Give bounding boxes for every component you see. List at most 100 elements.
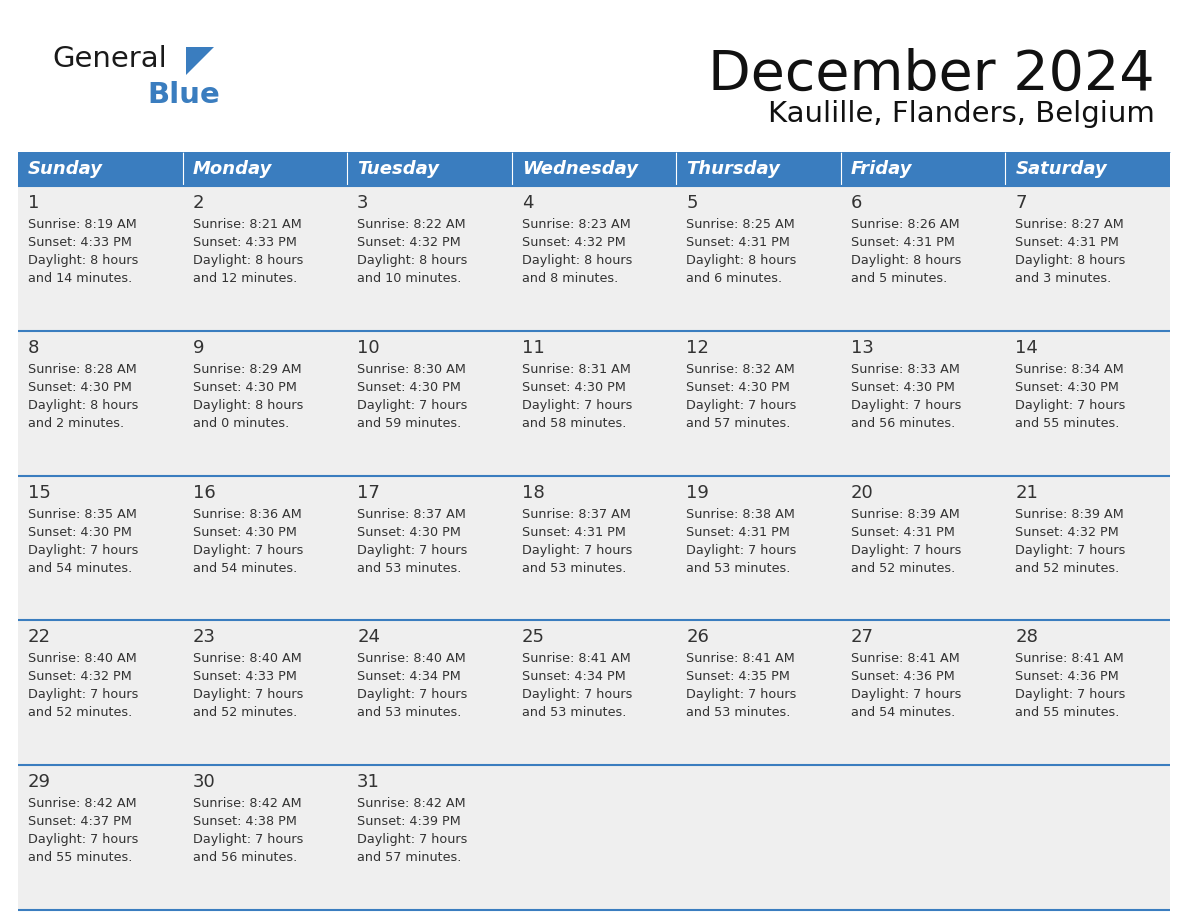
Text: 30: 30 (192, 773, 215, 791)
Text: 13: 13 (851, 339, 873, 357)
Text: 24: 24 (358, 629, 380, 646)
Bar (183, 186, 347, 330)
Text: 16: 16 (192, 484, 215, 501)
Text: Monday: Monday (192, 160, 272, 178)
Text: Sunrise: 8:29 AM
Sunset: 4:30 PM
Daylight: 8 hours
and 0 minutes.: Sunrise: 8:29 AM Sunset: 4:30 PM Dayligh… (192, 363, 303, 430)
Text: Sunrise: 8:39 AM
Sunset: 4:32 PM
Daylight: 7 hours
and 52 minutes.: Sunrise: 8:39 AM Sunset: 4:32 PM Dayligh… (1016, 508, 1126, 575)
Bar (841, 152, 1005, 186)
Text: Sunrise: 8:37 AM
Sunset: 4:30 PM
Daylight: 7 hours
and 53 minutes.: Sunrise: 8:37 AM Sunset: 4:30 PM Dayligh… (358, 508, 468, 575)
Text: Sunrise: 8:19 AM
Sunset: 4:33 PM
Daylight: 8 hours
and 14 minutes.: Sunrise: 8:19 AM Sunset: 4:33 PM Dayligh… (29, 218, 138, 285)
Text: 21: 21 (1016, 484, 1038, 501)
Text: Sunrise: 8:41 AM
Sunset: 4:35 PM
Daylight: 7 hours
and 53 minutes.: Sunrise: 8:41 AM Sunset: 4:35 PM Dayligh… (687, 653, 797, 720)
Bar (512, 621, 676, 766)
Text: Sunrise: 8:35 AM
Sunset: 4:30 PM
Daylight: 7 hours
and 54 minutes.: Sunrise: 8:35 AM Sunset: 4:30 PM Dayligh… (29, 508, 138, 575)
Text: 12: 12 (687, 339, 709, 357)
Text: 19: 19 (687, 484, 709, 501)
Bar (512, 766, 676, 910)
Text: 3: 3 (358, 194, 368, 212)
Text: Kaulille, Flanders, Belgium: Kaulille, Flanders, Belgium (769, 100, 1155, 128)
Text: 11: 11 (522, 339, 544, 357)
Bar (1005, 330, 1170, 476)
Text: Sunrise: 8:40 AM
Sunset: 4:34 PM
Daylight: 7 hours
and 53 minutes.: Sunrise: 8:40 AM Sunset: 4:34 PM Dayligh… (358, 653, 468, 720)
Bar (183, 766, 347, 910)
Text: Sunrise: 8:42 AM
Sunset: 4:38 PM
Daylight: 7 hours
and 56 minutes.: Sunrise: 8:42 AM Sunset: 4:38 PM Dayligh… (192, 797, 303, 864)
Bar (183, 152, 347, 186)
Bar (18, 766, 183, 910)
Text: Sunrise: 8:21 AM
Sunset: 4:33 PM
Daylight: 8 hours
and 12 minutes.: Sunrise: 8:21 AM Sunset: 4:33 PM Dayligh… (192, 218, 303, 285)
Text: Sunrise: 8:32 AM
Sunset: 4:30 PM
Daylight: 7 hours
and 57 minutes.: Sunrise: 8:32 AM Sunset: 4:30 PM Dayligh… (687, 363, 797, 430)
Bar (841, 766, 1005, 910)
Bar (841, 330, 1005, 476)
Text: Sunrise: 8:41 AM
Sunset: 4:36 PM
Daylight: 7 hours
and 55 minutes.: Sunrise: 8:41 AM Sunset: 4:36 PM Dayligh… (1016, 653, 1126, 720)
Text: 17: 17 (358, 484, 380, 501)
Bar (512, 330, 676, 476)
Bar (841, 621, 1005, 766)
Text: 18: 18 (522, 484, 544, 501)
Text: Sunrise: 8:41 AM
Sunset: 4:34 PM
Daylight: 7 hours
and 53 minutes.: Sunrise: 8:41 AM Sunset: 4:34 PM Dayligh… (522, 653, 632, 720)
Bar (512, 186, 676, 330)
Text: Sunrise: 8:26 AM
Sunset: 4:31 PM
Daylight: 8 hours
and 5 minutes.: Sunrise: 8:26 AM Sunset: 4:31 PM Dayligh… (851, 218, 961, 285)
Text: Sunrise: 8:38 AM
Sunset: 4:31 PM
Daylight: 7 hours
and 53 minutes.: Sunrise: 8:38 AM Sunset: 4:31 PM Dayligh… (687, 508, 797, 575)
Text: Sunrise: 8:31 AM
Sunset: 4:30 PM
Daylight: 7 hours
and 58 minutes.: Sunrise: 8:31 AM Sunset: 4:30 PM Dayligh… (522, 363, 632, 430)
Bar (1005, 152, 1170, 186)
Text: Thursday: Thursday (687, 160, 781, 178)
Bar (841, 186, 1005, 330)
Text: Sunrise: 8:27 AM
Sunset: 4:31 PM
Daylight: 8 hours
and 3 minutes.: Sunrise: 8:27 AM Sunset: 4:31 PM Dayligh… (1016, 218, 1126, 285)
Text: Sunrise: 8:39 AM
Sunset: 4:31 PM
Daylight: 7 hours
and 52 minutes.: Sunrise: 8:39 AM Sunset: 4:31 PM Dayligh… (851, 508, 961, 575)
Bar (18, 152, 183, 186)
Text: Sunrise: 8:23 AM
Sunset: 4:32 PM
Daylight: 8 hours
and 8 minutes.: Sunrise: 8:23 AM Sunset: 4:32 PM Dayligh… (522, 218, 632, 285)
Bar (676, 621, 841, 766)
Text: 4: 4 (522, 194, 533, 212)
Bar (18, 621, 183, 766)
Text: Sunrise: 8:36 AM
Sunset: 4:30 PM
Daylight: 7 hours
and 54 minutes.: Sunrise: 8:36 AM Sunset: 4:30 PM Dayligh… (192, 508, 303, 575)
Text: Blue: Blue (147, 81, 220, 109)
Text: Sunrise: 8:30 AM
Sunset: 4:30 PM
Daylight: 7 hours
and 59 minutes.: Sunrise: 8:30 AM Sunset: 4:30 PM Dayligh… (358, 363, 468, 430)
Text: Sunrise: 8:34 AM
Sunset: 4:30 PM
Daylight: 7 hours
and 55 minutes.: Sunrise: 8:34 AM Sunset: 4:30 PM Dayligh… (1016, 363, 1126, 430)
Text: 10: 10 (358, 339, 380, 357)
Text: Tuesday: Tuesday (358, 160, 440, 178)
Text: Sunrise: 8:28 AM
Sunset: 4:30 PM
Daylight: 8 hours
and 2 minutes.: Sunrise: 8:28 AM Sunset: 4:30 PM Dayligh… (29, 363, 138, 430)
Bar (676, 476, 841, 621)
Text: 9: 9 (192, 339, 204, 357)
Bar (676, 186, 841, 330)
Bar (1005, 476, 1170, 621)
Text: 31: 31 (358, 773, 380, 791)
Text: 1: 1 (29, 194, 39, 212)
Text: 8: 8 (29, 339, 39, 357)
Bar (347, 766, 512, 910)
Text: Sunrise: 8:42 AM
Sunset: 4:39 PM
Daylight: 7 hours
and 57 minutes.: Sunrise: 8:42 AM Sunset: 4:39 PM Dayligh… (358, 797, 468, 864)
Text: Wednesday: Wednesday (522, 160, 638, 178)
Bar (183, 621, 347, 766)
Text: 23: 23 (192, 629, 215, 646)
Text: 27: 27 (851, 629, 874, 646)
Bar (183, 330, 347, 476)
Text: December 2024: December 2024 (708, 48, 1155, 102)
Bar (1005, 186, 1170, 330)
Bar (676, 766, 841, 910)
Text: 26: 26 (687, 629, 709, 646)
Text: 29: 29 (29, 773, 51, 791)
Bar (1005, 621, 1170, 766)
Bar (512, 476, 676, 621)
Bar (347, 476, 512, 621)
Bar (18, 476, 183, 621)
Text: Friday: Friday (851, 160, 912, 178)
Text: General: General (52, 45, 166, 73)
Text: Sunrise: 8:25 AM
Sunset: 4:31 PM
Daylight: 8 hours
and 6 minutes.: Sunrise: 8:25 AM Sunset: 4:31 PM Dayligh… (687, 218, 797, 285)
Text: 5: 5 (687, 194, 697, 212)
Bar (676, 152, 841, 186)
Text: 25: 25 (522, 629, 545, 646)
Text: 2: 2 (192, 194, 204, 212)
Text: Sunrise: 8:40 AM
Sunset: 4:33 PM
Daylight: 7 hours
and 52 minutes.: Sunrise: 8:40 AM Sunset: 4:33 PM Dayligh… (192, 653, 303, 720)
Bar (347, 152, 512, 186)
Text: Sunrise: 8:42 AM
Sunset: 4:37 PM
Daylight: 7 hours
and 55 minutes.: Sunrise: 8:42 AM Sunset: 4:37 PM Dayligh… (29, 797, 138, 864)
Text: Sunday: Sunday (29, 160, 103, 178)
Bar (841, 476, 1005, 621)
Text: Sunrise: 8:37 AM
Sunset: 4:31 PM
Daylight: 7 hours
and 53 minutes.: Sunrise: 8:37 AM Sunset: 4:31 PM Dayligh… (522, 508, 632, 575)
Text: 22: 22 (29, 629, 51, 646)
Text: 28: 28 (1016, 629, 1038, 646)
Bar (18, 330, 183, 476)
Text: Sunrise: 8:33 AM
Sunset: 4:30 PM
Daylight: 7 hours
and 56 minutes.: Sunrise: 8:33 AM Sunset: 4:30 PM Dayligh… (851, 363, 961, 430)
Bar (676, 330, 841, 476)
Bar (347, 330, 512, 476)
